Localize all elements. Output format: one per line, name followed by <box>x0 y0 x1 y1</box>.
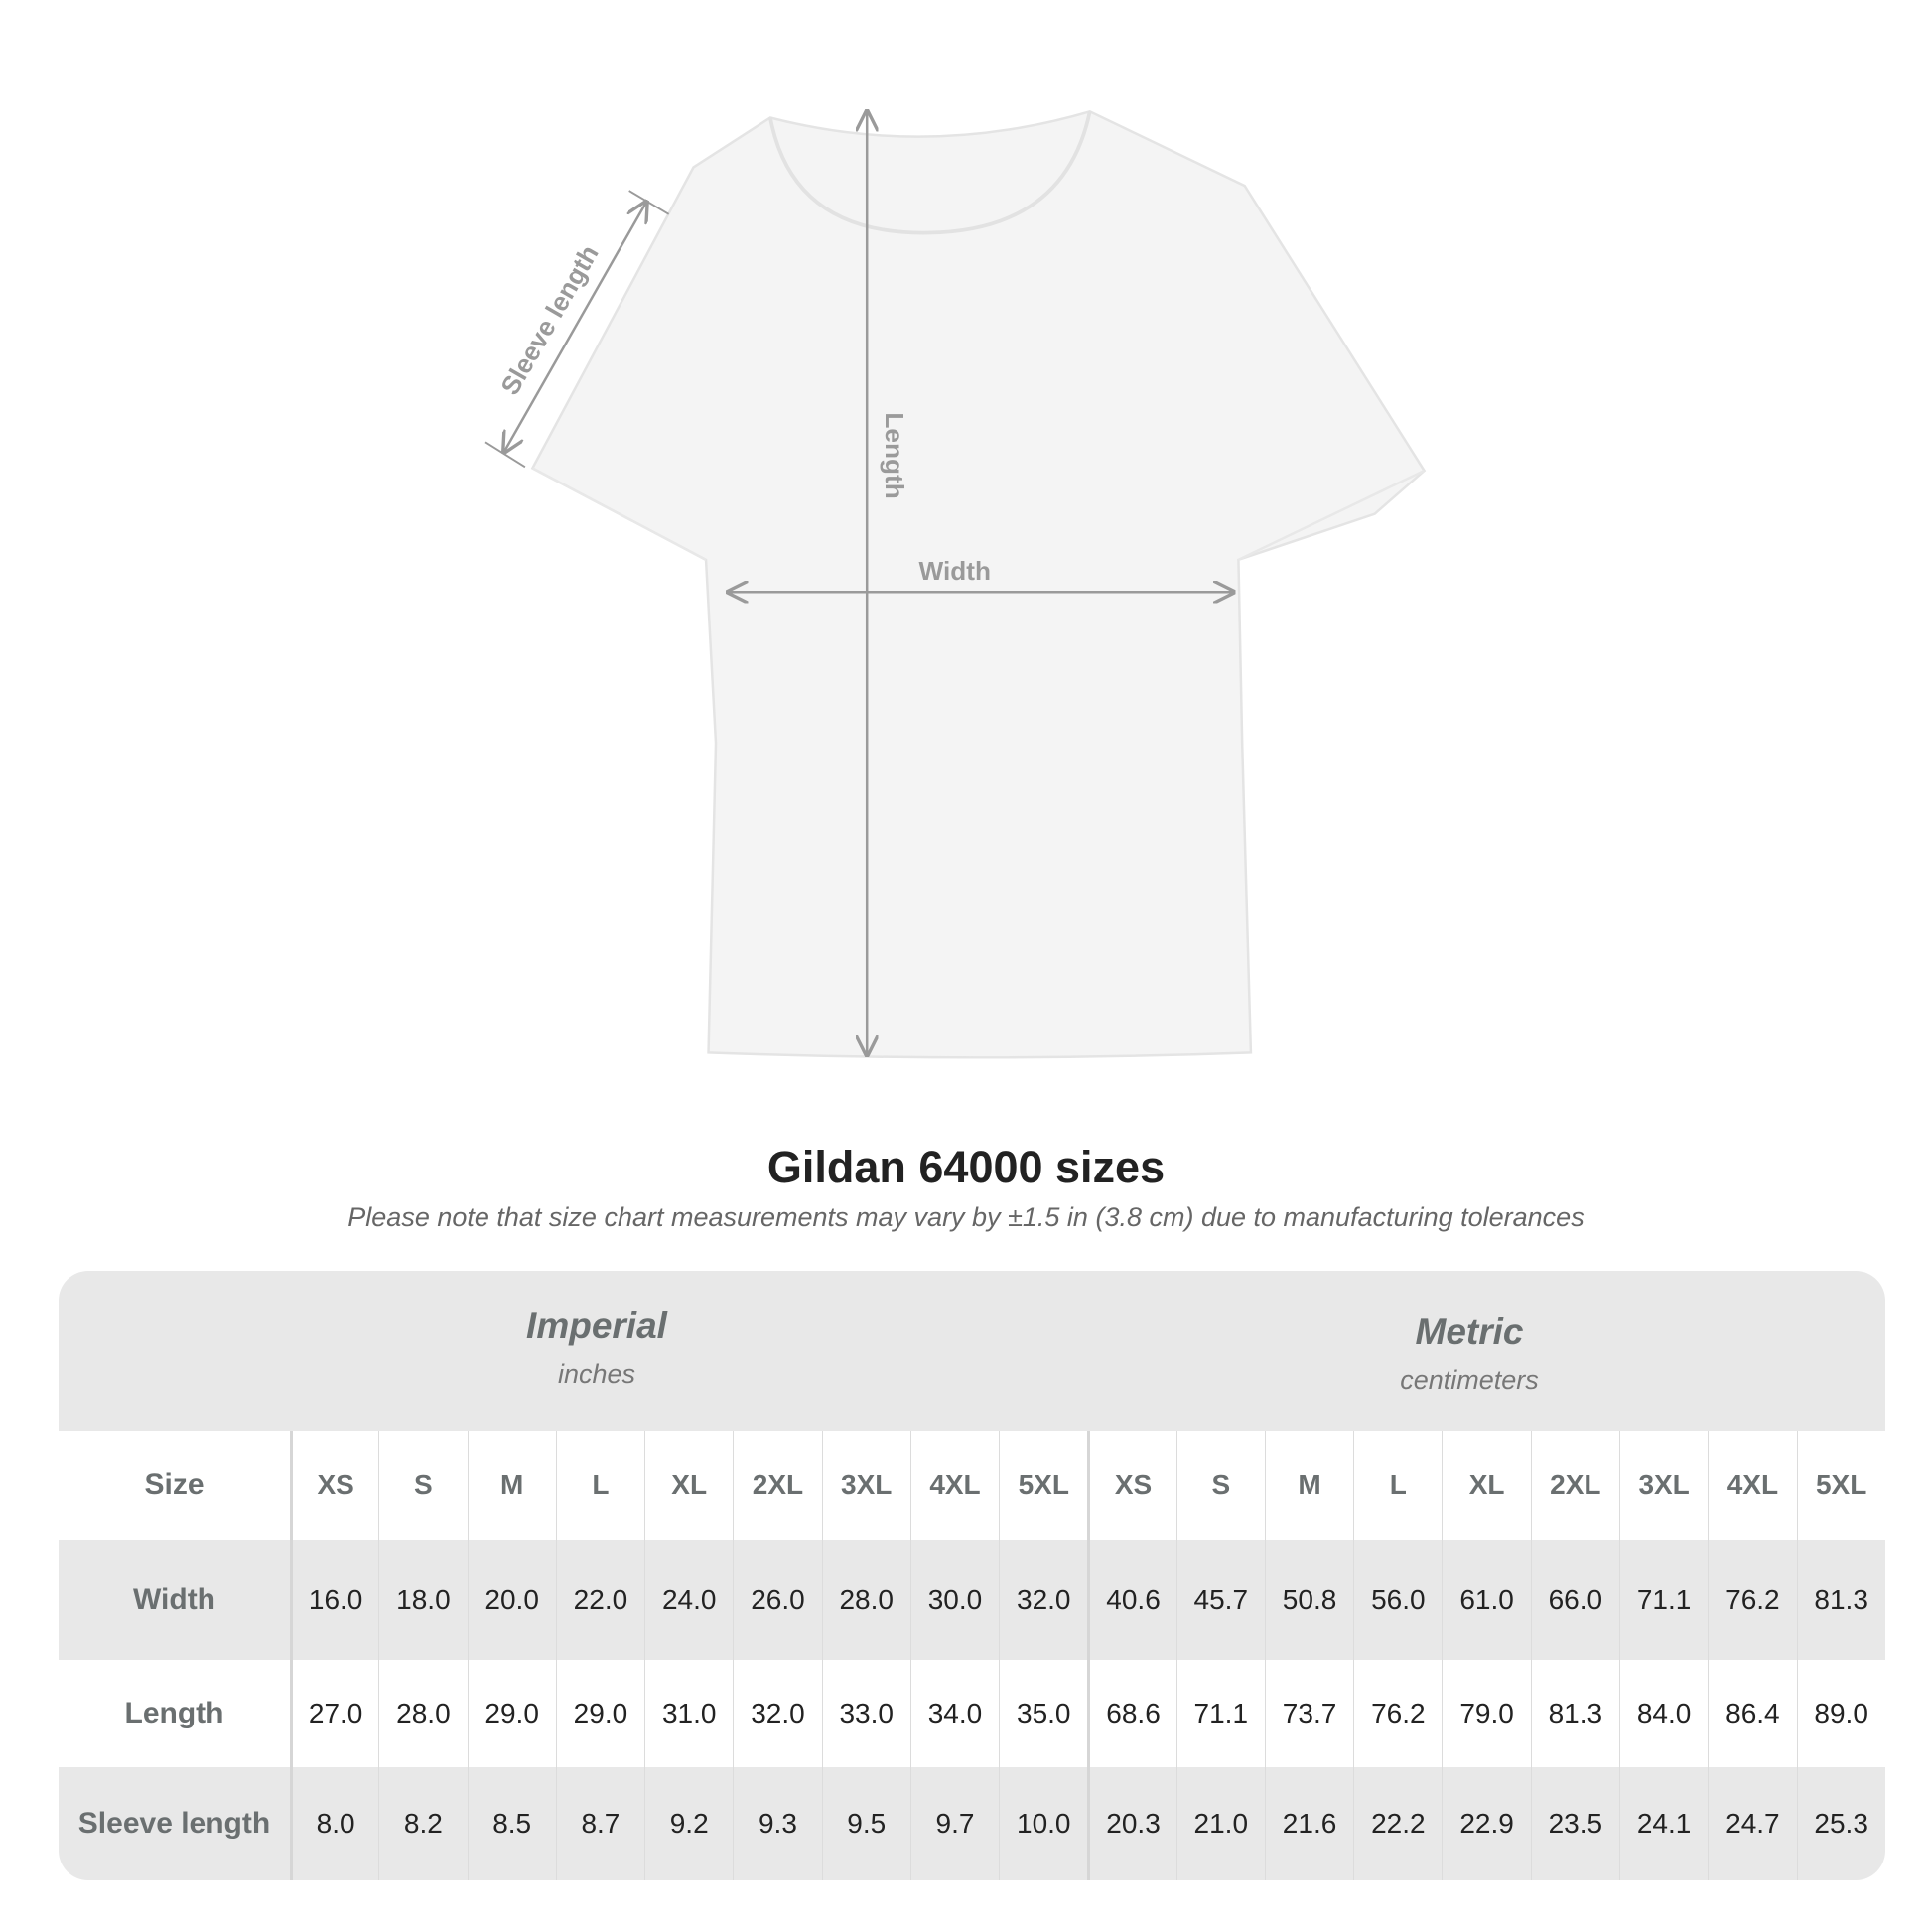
size-header-cell: 4XL <box>909 1431 999 1540</box>
metric-unit: centimeters <box>1400 1365 1539 1395</box>
value-cell: 9.3 <box>733 1767 821 1880</box>
value-cell: 20.3 <box>1087 1767 1175 1880</box>
size-header-cell: 5XL <box>1796 1431 1885 1540</box>
value-cell: 76.2 <box>1353 1660 1442 1767</box>
size-header-cell: S <box>378 1431 467 1540</box>
metric-title: Metric <box>1415 1311 1524 1352</box>
value-cell: 31.0 <box>644 1660 733 1767</box>
page-title: Gildan 64000 sizes <box>766 1142 1166 1192</box>
value-cell: 20.0 <box>467 1540 556 1660</box>
length-label: Length <box>880 412 909 498</box>
value-cell: 61.0 <box>1442 1540 1530 1660</box>
value-cell: 24.0 <box>644 1540 733 1660</box>
value-cell: 32.0 <box>733 1660 821 1767</box>
size-header-cell: M <box>467 1431 556 1540</box>
value-cell: 89.0 <box>1796 1660 1885 1767</box>
value-cell: 22.9 <box>1442 1767 1530 1880</box>
size-header-cell: 2XL <box>733 1431 821 1540</box>
size-header-cell: S <box>1175 1431 1265 1540</box>
value-cell: 9.7 <box>909 1767 999 1880</box>
value-cell: 28.0 <box>378 1660 467 1767</box>
width-label: Width <box>919 556 991 586</box>
imperial-header: Imperial inches <box>398 1306 795 1390</box>
size-header-cell: 3XL <box>821 1431 910 1540</box>
size-chart-table: Imperial inches Metric centimeters Size X… <box>59 1271 1885 1880</box>
value-cell: 73.7 <box>1264 1660 1353 1767</box>
size-header-cell: 2XL <box>1530 1431 1619 1540</box>
value-cell: 29.0 <box>467 1660 556 1767</box>
value-cell: 9.2 <box>644 1767 733 1880</box>
value-cell: 30.0 <box>909 1540 999 1660</box>
value-cell: 21.6 <box>1264 1767 1353 1880</box>
sleeve-arrow <box>504 202 646 452</box>
value-cell: 16.0 <box>290 1540 378 1660</box>
size-header-cell: 5XL <box>999 1431 1087 1540</box>
value-cell: 25.3 <box>1796 1767 1885 1880</box>
value-cell: 24.7 <box>1708 1767 1796 1880</box>
value-cell: 32.0 <box>999 1540 1087 1660</box>
value-cell: 79.0 <box>1442 1660 1530 1767</box>
value-cell: 45.7 <box>1175 1540 1265 1660</box>
value-cell: 81.3 <box>1530 1660 1619 1767</box>
value-cell: 33.0 <box>821 1660 910 1767</box>
value-cell: 22.2 <box>1353 1767 1442 1880</box>
value-cell: 28.0 <box>821 1540 910 1660</box>
value-cell: 40.6 <box>1087 1540 1175 1660</box>
value-cell: 84.0 <box>1618 1660 1708 1767</box>
size-header-cell: XS <box>290 1431 378 1540</box>
size-header-cell: L <box>555 1431 644 1540</box>
metric-header: Metric centimeters <box>1271 1311 1668 1396</box>
size-header-cell: L <box>1353 1431 1442 1540</box>
value-cell: 66.0 <box>1530 1540 1619 1660</box>
value-cell: 24.1 <box>1618 1767 1708 1880</box>
value-cell: 50.8 <box>1264 1540 1353 1660</box>
size-header-cell: XS <box>1087 1431 1175 1540</box>
value-cell: 35.0 <box>999 1660 1087 1767</box>
value-cell: 8.7 <box>555 1767 644 1880</box>
value-cell: 81.3 <box>1796 1540 1885 1660</box>
row-label: Length <box>124 1697 224 1729</box>
value-cell: 86.4 <box>1708 1660 1796 1767</box>
value-cell: 29.0 <box>555 1660 644 1767</box>
value-cell: 8.0 <box>290 1767 378 1880</box>
tolerance-note: Please note that size chart measurements… <box>347 1202 1585 1232</box>
value-cell: 18.0 <box>378 1540 467 1660</box>
row-label: Size <box>144 1468 205 1501</box>
imperial-title: Imperial <box>526 1306 667 1346</box>
value-cell: 56.0 <box>1353 1540 1442 1660</box>
value-cell: 8.2 <box>378 1767 467 1880</box>
value-cell: 23.5 <box>1530 1767 1619 1880</box>
value-cell: 68.6 <box>1087 1660 1175 1767</box>
table-row: Length 27.0 28.0 29.0 29.0 31.0 32.0 33.0 34.0 35… <box>59 1660 1885 1767</box>
size-header-cell: XL <box>644 1431 733 1540</box>
value-cell: 71.1 <box>1618 1540 1708 1660</box>
size-header-cell: 4XL <box>1708 1431 1796 1540</box>
value-cell: 8.5 <box>467 1767 556 1880</box>
size-header-cell: M <box>1264 1431 1353 1540</box>
value-cell: 27.0 <box>290 1660 378 1767</box>
value-cell: 26.0 <box>733 1540 821 1660</box>
value-cell: 9.5 <box>821 1767 910 1880</box>
size-header-cell: XL <box>1442 1431 1530 1540</box>
value-cell: 10.0 <box>999 1767 1087 1880</box>
value-cell: 21.0 <box>1175 1767 1265 1880</box>
imperial-unit: inches <box>557 1359 636 1389</box>
row-label: Width <box>132 1583 216 1616</box>
size-header-cell: 3XL <box>1618 1431 1708 1540</box>
value-cell: 76.2 <box>1708 1540 1796 1660</box>
row-label: Sleeve length <box>77 1807 271 1840</box>
value-cell: 22.0 <box>555 1540 644 1660</box>
value-cell: 71.1 <box>1175 1660 1265 1767</box>
table-row: Sleeve length 8.0 8.2 8.5 8.7 9.2 9.3 9.5 9.7 10.… <box>59 1767 1885 1880</box>
table-row: Size XS S M L XL 2XL 3XL 4XL 5XL XS S M L XL 2XL 3XL 4XL 5… <box>59 1431 1885 1540</box>
value-cell: 34.0 <box>909 1660 999 1767</box>
table-row: Width 16.0 18.0 20.0 22.0 24.0 26.0 28.0 30.0 32.… <box>59 1540 1885 1660</box>
